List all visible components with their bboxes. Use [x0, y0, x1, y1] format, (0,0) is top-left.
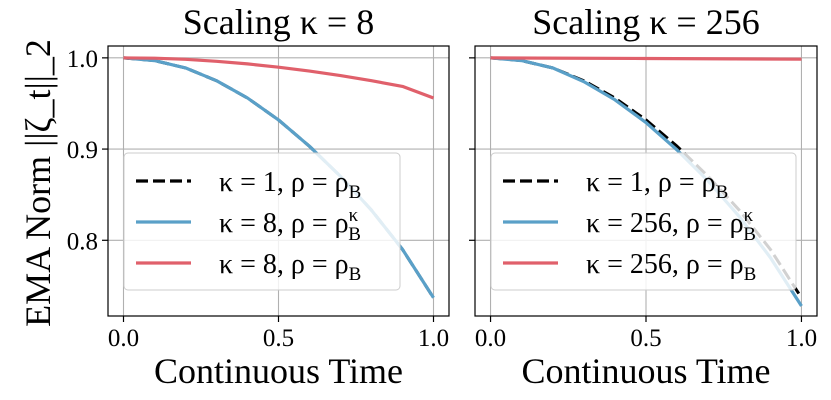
legend-label: κ = 8, ρ = ρB	[219, 249, 361, 285]
series-line-256-b	[490, 56, 802, 61]
legend-label: κ = 256, ρ = ρκ B	[586, 205, 756, 245]
figure-ylabel: EMA Norm ||ζ_t||_2	[18, 39, 58, 327]
legend-box	[123, 152, 401, 291]
x-tick-label: 0.0	[108, 325, 139, 352]
x-tick-label: 1.0	[418, 325, 449, 352]
x-tick-label: 0.0	[475, 325, 506, 352]
legend: κ = 1, ρ = ρBκ = 256, ρ = ρκ B κ = 256, ρ …	[490, 152, 797, 291]
chart-title: Scaling κ = 8	[183, 2, 374, 42]
y-tick-label: 0.8	[67, 228, 98, 255]
series-line-8-b	[123, 56, 435, 100]
legend-label: κ = 1, ρ = ρB	[219, 167, 361, 203]
legend-label: κ = 1, ρ = ρB	[586, 167, 728, 203]
x-axis-label: Continuous Time	[521, 351, 770, 391]
legend-label: κ = 256, ρ = ρB	[586, 249, 756, 285]
legend-box	[490, 152, 797, 291]
y-tick-label: 0.9	[67, 137, 98, 164]
legend-label: κ = 8, ρ = ρκ B	[219, 205, 361, 245]
x-axis-label: Continuous Time	[154, 351, 403, 391]
chart-title: Scaling κ = 256	[532, 2, 759, 42]
y-tick-label: 1.0	[67, 46, 98, 73]
chart-panel-2: 0.0 0.5 1.0 Scaling κ = 256 Continuous Time κ…	[469, 2, 818, 391]
chart-panel-1: 0.0 0.5 1.0 0.8 0.9 1.0 Scaling κ = 8 Continuou…	[67, 2, 450, 391]
x-tick-label: 0.5	[630, 325, 661, 352]
x-tick-label: 0.5	[263, 325, 294, 352]
x-tick-label: 1.0	[786, 325, 817, 352]
legend: κ = 1, ρ = ρBκ = 8, ρ = ρκ B κ = 8, ρ = ρB	[123, 152, 401, 291]
